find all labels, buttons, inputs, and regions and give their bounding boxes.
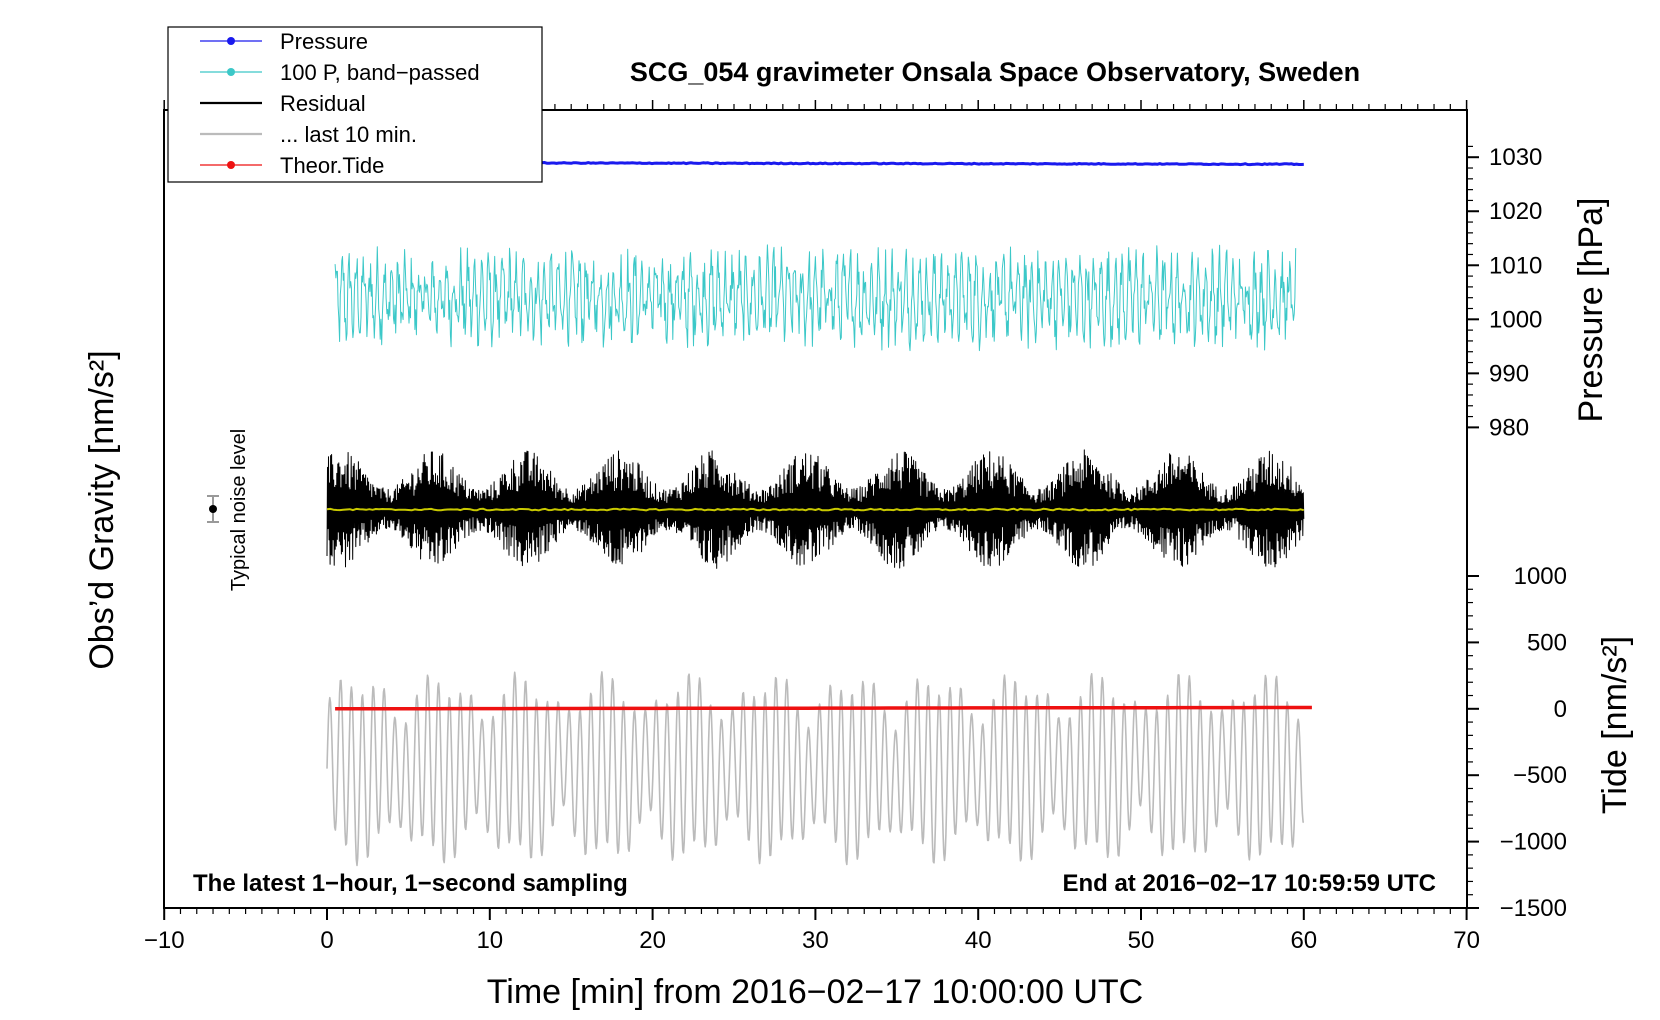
legend-marker (227, 37, 235, 45)
series-theoretical-tide (335, 705, 1312, 711)
x-tick-label: 60 (1290, 927, 1317, 954)
pressure-tick-label: 1030 (1489, 144, 1542, 171)
annotation-sampling: The latest 1−hour, 1−second sampling (193, 870, 628, 897)
legend-label: Residual (280, 91, 366, 116)
series-residual-smoothed (326, 507, 1305, 512)
y-axis-label-pressure: Pressure [hPa] (1572, 198, 1610, 423)
legend-marker (227, 161, 235, 169)
legend-label: ... last 10 min. (280, 122, 417, 147)
x-tick-label: 50 (1128, 927, 1155, 954)
x-tick-label: 40 (965, 927, 992, 954)
series-layer (326, 160, 1312, 867)
x-tick-label: 10 (476, 927, 503, 954)
tide-tick-label: −1500 (1500, 895, 1567, 922)
y-axis-label-left: Obs’d Gravity [nm/s²] (83, 350, 121, 669)
legend-label: Theor.Tide (280, 153, 384, 178)
noise-level-label: Typical noise level (228, 429, 250, 591)
noise-level-dot (209, 505, 217, 513)
pressure-tick-label: 990 (1489, 360, 1529, 387)
x-tick-label: 70 (1453, 927, 1480, 954)
chart-title: SCG_054 gravimeter Onsala Space Observat… (630, 57, 1360, 87)
noise-level-indicator: Typical noise level (207, 429, 250, 591)
legend-box (167, 26, 543, 183)
x-tick-label: 0 (320, 927, 333, 954)
x-axis-label: Time [min] from 2016−02−17 10:00:00 UTC (487, 973, 1143, 1011)
x-tick-label: 30 (802, 927, 829, 954)
x-tick-label: −10 (144, 927, 185, 954)
tide-tick-label: 500 (1527, 629, 1567, 656)
y-axis-label-tide: Tide [nm/s²] (1596, 636, 1634, 814)
x-tick-label: 20 (639, 927, 666, 954)
series-last-10-min (326, 671, 1305, 867)
tide-tick-label: −500 (1513, 762, 1567, 789)
series-band-passed-pressure (334, 244, 1297, 352)
tide-tick-label: 1000 (1514, 563, 1567, 590)
pressure-tick-label: 1020 (1489, 198, 1542, 225)
tide-tick-label: −1000 (1500, 829, 1567, 856)
annotation-end-time: End at 2016−02−17 10:59:59 UTC (1062, 870, 1436, 897)
legend-label: 100 P, band−passed (280, 60, 480, 85)
legend: Pressure 100 P, band−passed Residual ... la… (167, 26, 543, 183)
legend-marker (227, 68, 235, 76)
pressure-tick-label: 980 (1489, 414, 1529, 441)
tide-tick-label: 0 (1554, 696, 1567, 723)
pressure-tick-label: 1010 (1489, 252, 1542, 279)
axes-layer: −10 0 10 20 30 40 50 60 701030102010101000990980… (144, 100, 1567, 954)
pressure-tick-label: 1000 (1489, 306, 1542, 333)
legend-label: Pressure (280, 29, 368, 54)
series-residual (326, 449, 1305, 569)
